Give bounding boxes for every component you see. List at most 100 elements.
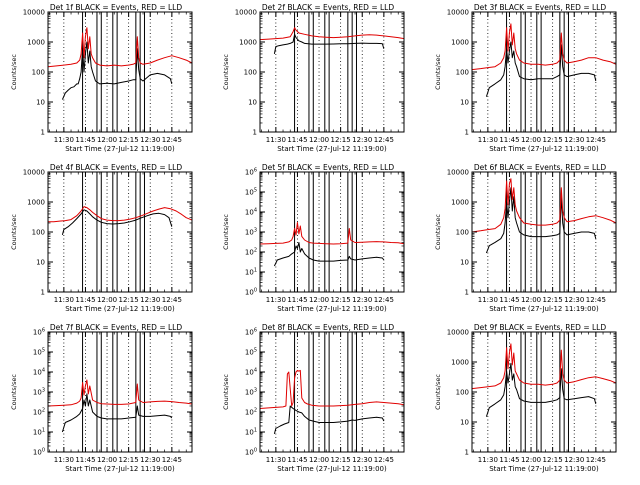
y-axis-label: Counts/sec xyxy=(434,374,442,410)
y-tick-label: 106 xyxy=(245,168,257,177)
x-tick-label: 12:15 xyxy=(119,136,139,144)
y-tick-label: 10 xyxy=(248,99,257,107)
x-tick-label: 12:00 xyxy=(97,456,117,464)
y-tick-exponent: 4 xyxy=(42,368,45,374)
series-line-events-black xyxy=(273,242,385,267)
y-tick-exponent: 2 xyxy=(254,248,257,254)
y-tick-label: 101 xyxy=(245,268,257,277)
series-line-lld-red xyxy=(47,27,193,68)
y-tick-label: 10000 xyxy=(235,9,257,17)
x-axis-label: Start Time (27-Jul-12 11:19:00) xyxy=(65,465,175,473)
x-tick-label: 12:15 xyxy=(331,296,351,304)
y-tick-label: 10 xyxy=(460,419,469,427)
series-line-lld-red xyxy=(48,206,193,223)
x-tick-label: 11:30 xyxy=(266,296,286,304)
panel-det-4: 1 10 100 1000 10000 11:30 11:45 12:00 12:15 12:30… xyxy=(10,163,193,313)
x-tick-label: 11:45 xyxy=(75,456,95,464)
y-tick-exponent: 1 xyxy=(254,268,257,274)
y-tick-label: 102 xyxy=(245,248,257,257)
y-tick-label: 10000 xyxy=(447,9,469,17)
y-tick-exponent: 3 xyxy=(254,388,257,394)
x-tick-label: 12:45 xyxy=(162,136,182,144)
y-tick-exponent: 4 xyxy=(254,208,257,214)
x-tick-label: 11:45 xyxy=(499,456,519,464)
y-tick-label: 100 xyxy=(244,69,257,77)
y-axis-label: Counts/sec xyxy=(10,374,18,410)
x-tick-label: 12:00 xyxy=(309,456,329,464)
y-tick-label: 10 xyxy=(460,259,469,267)
series-line-lld-red xyxy=(471,23,617,71)
x-tick-label: 12:15 xyxy=(543,136,563,144)
x-tick-label: 12:30 xyxy=(564,296,584,304)
y-tick-label: 10000 xyxy=(447,329,469,337)
x-tick-label: 11:45 xyxy=(499,136,519,144)
x-tick-label: 11:45 xyxy=(499,296,519,304)
x-tick-label: 11:45 xyxy=(287,456,307,464)
series-line-events-black xyxy=(273,405,385,435)
y-axis-label: Counts/sec xyxy=(10,214,18,250)
y-tick-exponent: 2 xyxy=(254,408,257,414)
x-axis-label: Start Time (27-Jul-12 11:19:00) xyxy=(277,305,387,313)
panel-title: Det 9f BLACK = Events, RED = LLD xyxy=(474,323,607,332)
panel-det-6: 1 10 100 1000 10000 11:30 11:45 12:00 12:15 12:30… xyxy=(434,163,617,313)
y-axis-label: Counts/sec xyxy=(222,374,230,410)
series-line-events-black xyxy=(273,33,385,54)
y-tick-label: 1000 xyxy=(451,359,469,367)
series-line-lld-red xyxy=(259,27,405,41)
x-tick-label: 11:30 xyxy=(266,136,286,144)
y-tick-label: 1 xyxy=(41,289,45,297)
y-axis-label: Counts/sec xyxy=(434,214,442,250)
y-tick-label: 100 xyxy=(245,288,257,297)
y-tick-label: 105 xyxy=(245,188,257,197)
x-tick-label: 12:15 xyxy=(543,456,563,464)
y-tick-label: 1 xyxy=(465,289,469,297)
y-tick-label: 1000 xyxy=(27,39,45,47)
y-axis-label: Counts/sec xyxy=(222,54,230,90)
panel-det-2: 1 10 100 1000 10000 11:30 11:45 12:00 12:15 12:30… xyxy=(222,3,405,153)
y-tick-exponent: 0 xyxy=(254,288,257,294)
x-axis-label: Start Time (27-Jul-12 11:19:00) xyxy=(489,145,599,153)
x-tick-label: 12:15 xyxy=(331,136,351,144)
y-tick-label: 1 xyxy=(465,129,469,137)
x-tick-label: 12:30 xyxy=(564,456,584,464)
panel-det-1: 1 10 100 1000 10000 11:30 11:45 12:00 12:15 12:30… xyxy=(10,3,193,153)
y-tick-label: 104 xyxy=(245,368,257,377)
y-tick-label: 1000 xyxy=(27,199,45,207)
y-tick-label: 103 xyxy=(245,228,257,237)
y-tick-exponent: 1 xyxy=(254,428,257,434)
x-tick-label: 12:00 xyxy=(97,296,117,304)
y-tick-label: 101 xyxy=(33,428,45,437)
x-tick-label: 12:30 xyxy=(140,136,160,144)
panel-det-9: 1 10 100 1000 10000 11:30 11:45 12:00 12:15 12:30… xyxy=(434,323,617,473)
x-tick-label: 12:00 xyxy=(521,136,541,144)
y-tick-exponent: 5 xyxy=(254,188,257,194)
series-line-events-black xyxy=(61,209,173,236)
plot-frame xyxy=(259,331,405,453)
x-tick-label: 11:45 xyxy=(287,136,307,144)
x-tick-label: 12:45 xyxy=(374,296,394,304)
y-axis-label: Counts/sec xyxy=(434,54,442,90)
series-line-events-black xyxy=(61,41,173,100)
series-line-events-black xyxy=(485,362,597,417)
y-tick-label: 1 xyxy=(41,129,45,137)
plot-frame xyxy=(47,11,193,133)
x-axis-label: Start Time (27-Jul-12 11:19:00) xyxy=(65,145,175,153)
x-tick-label: 12:15 xyxy=(119,456,139,464)
x-tick-label: 12:30 xyxy=(352,296,372,304)
panel-title: Det 6f BLACK = Events, RED = LLD xyxy=(474,163,607,172)
y-tick-label: 100 xyxy=(456,69,469,77)
x-axis-label: Start Time (27-Jul-12 11:19:00) xyxy=(277,145,387,153)
y-tick-label: 1000 xyxy=(451,199,469,207)
y-tick-exponent: 0 xyxy=(254,448,257,454)
y-tick-exponent: 6 xyxy=(254,168,257,174)
x-tick-label: 11:30 xyxy=(54,456,74,464)
y-tick-label: 100 xyxy=(245,448,257,457)
y-tick-exponent: 3 xyxy=(42,388,45,394)
y-tick-label: 100 xyxy=(32,69,45,77)
panel-title: Det 7f BLACK = Events, RED = LLD xyxy=(50,323,183,332)
y-axis-label: Counts/sec xyxy=(222,214,230,250)
x-tick-label: 12:45 xyxy=(374,136,394,144)
y-tick-exponent: 2 xyxy=(42,408,45,414)
panel-title: Det 2f BLACK = Events, RED = LLD xyxy=(262,3,395,12)
